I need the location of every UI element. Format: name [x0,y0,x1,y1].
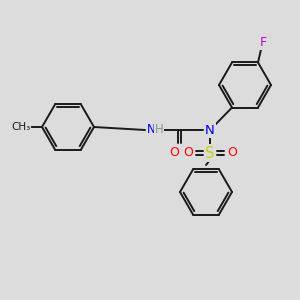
Text: O: O [227,146,237,160]
Text: O: O [169,146,179,158]
Text: H: H [154,123,164,136]
Text: N: N [147,123,155,136]
Text: S: S [205,146,215,160]
Text: F: F [260,36,267,49]
Text: O: O [183,146,193,160]
Text: N: N [205,124,215,136]
Text: CH₃: CH₃ [11,122,31,132]
